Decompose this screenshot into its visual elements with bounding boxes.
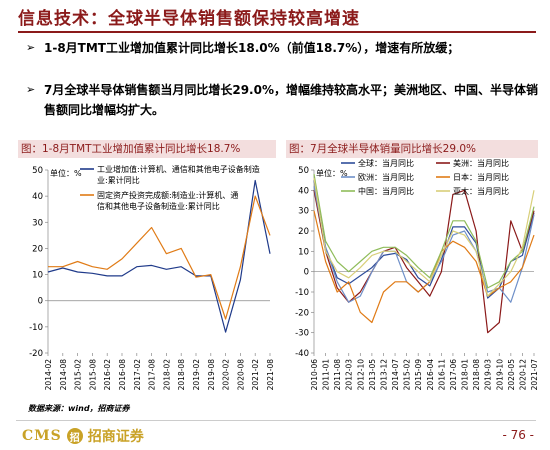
chart-title: 图：1-8月TMT工业增加值累计同比增长18.7% <box>18 140 276 158</box>
x-tick-label: 2014-08 <box>59 359 68 391</box>
y-tick-label: 10 <box>32 271 43 281</box>
legend-label-4: 中国：当月同比 <box>358 186 414 196</box>
title-divider <box>18 31 536 33</box>
unit-label: 单位：% <box>50 168 82 178</box>
series-line-0 <box>313 180 535 299</box>
y-tick-label: 50 <box>32 166 43 176</box>
x-tick-label: 2015-08 <box>88 359 97 391</box>
series-line-0 <box>47 179 271 333</box>
chart-tmt: 图：1-8月TMT工业增加值累计同比增长18.7% 单位：% -20 -10 0 10 2… <box>18 140 278 402</box>
x-tick-label: 2011-01 <box>322 359 331 391</box>
y-tick-label: -10 <box>29 323 43 333</box>
chart-tmt-svg: 单位：% -20 -10 0 10 20 30 40 50 2014-02 2014-08 2015-… <box>29 164 275 391</box>
y-tick-label: -30 <box>295 329 309 339</box>
x-tick-label: 2016-04 <box>426 359 435 391</box>
y-tick-label: 0 <box>304 268 309 278</box>
x-tick-label: 2017-02 <box>133 359 142 391</box>
bullet-text: 1-8月TMT工业增加值累计同比增长18.0%（前值18.7%），增速有所放缓； <box>44 41 460 55</box>
source-note: 数据来源：wind，招商证券 <box>28 404 130 413</box>
legend-label-1: 信和其他电子设备制造业:累计同比 <box>97 201 220 211</box>
chart-semiconductor: 图：7月全球半导体销量同比增长29.0% 单位：% -40 -30 -20 -10 0 10… <box>286 140 540 402</box>
x-tick-label: 2015-09 <box>414 359 423 391</box>
series-line-4 <box>313 173 535 289</box>
bullet-arrow-icon: ➢ <box>26 83 36 96</box>
x-tick-label: 2021-02 <box>251 359 260 391</box>
x-tick-label: 2017-08 <box>148 359 157 391</box>
y-tick-label: 20 <box>32 244 43 254</box>
legend-label-1: 美洲：当月同比 <box>453 158 509 168</box>
x-tick-label: 2014-07 <box>391 359 400 391</box>
y-tick-label: 20 <box>298 227 309 237</box>
y-tick-label: 30 <box>298 207 309 217</box>
x-tick-label: 2019-08 <box>207 359 216 391</box>
y-tick-label: -20 <box>29 349 43 359</box>
x-tick-label: 2016-08 <box>118 359 127 391</box>
x-tick-label: 2020-08 <box>236 359 245 391</box>
legend-label-2: 欧洲：当月同比 <box>358 172 414 182</box>
legend-label-0: 业:累计同比 <box>97 175 140 185</box>
legend-label-1: 固定资产投资完成额:制造业:计算机、通 <box>97 190 238 200</box>
page-number: - 76 - <box>502 428 534 442</box>
bullet-item-tmt: ➢ 1-8月TMT工业增加值累计同比增长18.0%（前值18.7%），增速有所放… <box>26 38 541 58</box>
x-tick-label: 2016-11 <box>437 359 446 391</box>
x-tick-label: 2013-05 <box>368 359 377 391</box>
y-tick-label: 10 <box>298 247 309 257</box>
series-line-1 <box>48 195 271 320</box>
y-tick-label: 50 <box>298 166 309 176</box>
series-line-5 <box>313 178 535 297</box>
x-tick-label: 2012-10 <box>356 359 365 391</box>
logo-cn-text: 招商证券 <box>87 429 144 445</box>
x-tick-label: 2013-12 <box>379 359 388 391</box>
bullet-text: 7月全球半导体销售额当月同比增长29.0%，增幅维持较高水平；美洲地区、中国、半… <box>44 83 538 117</box>
x-tick-label: 2021-08 <box>266 359 275 391</box>
x-tick-label: 2017-06 <box>449 359 458 391</box>
x-tick-label: 2018-08 <box>177 359 186 391</box>
x-tick-label: 2011-08 <box>333 359 342 391</box>
series-line-1 <box>313 189 535 334</box>
footer-divider <box>16 420 536 421</box>
page-title: 信息技术：全球半导体销售额保持较高增速 <box>18 9 360 29</box>
x-tick-label: 2012-03 <box>345 359 354 391</box>
x-tick-label: 2020-02 <box>222 359 231 391</box>
bullet-item-semiconductor: ➢ 7月全球半导体销售额当月同比增长29.0%，增幅维持较高水平；美洲地区、中国… <box>26 80 541 120</box>
legend-label-3: 日本：当月同比 <box>453 172 509 182</box>
x-tick-label: 2014-02 <box>44 359 53 391</box>
y-tick-label: 30 <box>32 218 43 228</box>
x-tick-label: 2019-02 <box>192 359 201 391</box>
y-tick-label: -40 <box>295 349 309 359</box>
x-tick-label: 2015-02 <box>74 359 83 391</box>
legend-label-5: 亚太：当月同比 <box>453 186 509 196</box>
x-tick-label: 2015-02 <box>403 359 412 391</box>
x-tick-label: 2020-12 <box>518 359 527 391</box>
chart-title: 图：7月全球半导体销量同比增长29.0% <box>286 140 538 158</box>
y-tick-label: 40 <box>298 186 309 196</box>
x-tick-label: 2010-06 <box>310 359 319 391</box>
series-line-3 <box>313 210 535 324</box>
x-tick-label: 2020-05 <box>507 359 516 391</box>
logo-text: CMS <box>22 428 62 444</box>
y-tick-label: 40 <box>32 192 43 202</box>
x-tick-label: 2016-02 <box>103 359 112 391</box>
x-tick-label: 2018-01 <box>461 359 470 391</box>
x-tick-label: 2018-08 <box>472 359 481 391</box>
x-tick-label: 2018-02 <box>162 359 171 391</box>
bullet-arrow-icon: ➢ <box>26 41 36 54</box>
logo-mark-icon: 招 <box>66 428 83 444</box>
y-tick-label: 0 <box>38 297 43 307</box>
y-tick-label: -20 <box>295 308 309 318</box>
x-tick-label: 2021-07 <box>530 359 539 391</box>
x-tick-label: 2019-03 <box>484 359 493 391</box>
y-tick-label: -10 <box>295 288 309 298</box>
x-tick-label: 2019-10 <box>495 359 504 391</box>
company-logo: CMS 招 招商证券 <box>22 426 144 446</box>
unit-label: 单位：% <box>316 168 348 178</box>
legend-label-0: 工业增加值:计算机、通信和其他电子设备制造 <box>97 164 260 174</box>
legend-label-0: 全球：当月同比 <box>358 158 414 168</box>
